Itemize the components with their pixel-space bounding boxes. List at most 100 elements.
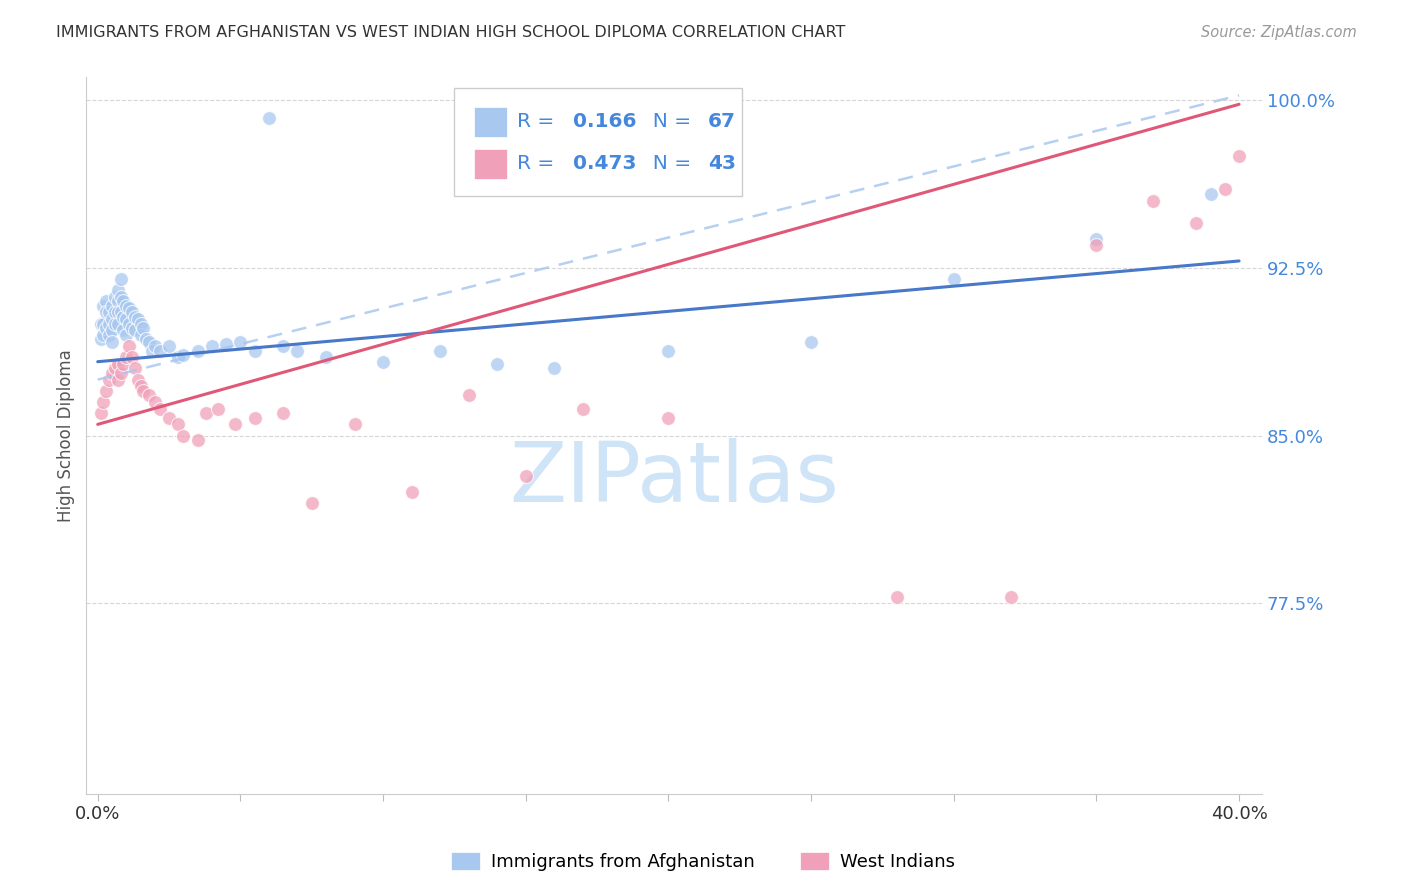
Bar (474, 107, 508, 136)
Point (195, 406, 218, 420)
Point (800, 334, 823, 349)
Text: 67: 67 (709, 112, 737, 131)
Point (243, 410, 266, 425)
FancyBboxPatch shape (454, 88, 742, 195)
Point (129, 317, 152, 331)
Point (187, 343, 209, 358)
Text: 43: 43 (709, 154, 737, 173)
Point (886, 590, 908, 604)
Point (201, 339, 224, 353)
Point (207, 401, 229, 416)
Point (93, 327, 115, 342)
Point (98, 317, 121, 331)
Point (401, 484, 423, 499)
Point (124, 310, 146, 324)
Point (429, 343, 451, 358)
Point (657, 343, 679, 358)
Point (1199, 186, 1222, 201)
Point (343, 417, 366, 432)
Text: 0.166: 0.166 (574, 112, 637, 131)
Point (90, 317, 112, 331)
Point (110, 272, 132, 286)
Point (132, 321, 155, 335)
Point (115, 327, 138, 342)
Point (257, 111, 280, 125)
Point (93, 395, 115, 409)
Point (90, 332, 112, 346)
Point (118, 301, 141, 315)
Point (129, 379, 152, 393)
Point (107, 317, 129, 331)
Point (112, 357, 135, 371)
Point (127, 373, 149, 387)
Point (93, 299, 115, 313)
Point (143, 339, 166, 353)
Point (98, 373, 121, 387)
Point (301, 496, 323, 510)
Point (104, 317, 127, 331)
Point (215, 336, 238, 351)
Point (271, 339, 294, 353)
Point (115, 312, 138, 326)
Point (96, 384, 118, 398)
Point (107, 305, 129, 319)
Point (112, 310, 135, 324)
Point (371, 354, 394, 368)
Point (1142, 194, 1164, 208)
Point (138, 334, 160, 349)
Point (1213, 182, 1236, 196)
Point (107, 357, 129, 371)
Point (172, 428, 194, 442)
Text: IMMIGRANTS FROM AFGHANISTAN VS WEST INDIAN HIGH SCHOOL DIPLOMA CORRELATION CHART: IMMIGRANTS FROM AFGHANISTAN VS WEST INDI… (56, 25, 845, 40)
Point (129, 327, 152, 342)
Point (101, 366, 124, 380)
Point (93, 317, 115, 331)
Text: 0.473: 0.473 (574, 154, 637, 173)
Point (1085, 231, 1108, 245)
Point (1185, 216, 1208, 230)
Point (110, 366, 132, 380)
Point (243, 343, 266, 358)
Point (118, 317, 141, 331)
Legend: Immigrants from Afghanistan, West Indians: Immigrants from Afghanistan, West Indian… (444, 846, 962, 879)
Point (96, 321, 118, 335)
Point (101, 312, 124, 326)
Point (1085, 238, 1108, 252)
Point (172, 348, 194, 362)
Point (101, 334, 124, 349)
Point (121, 321, 143, 335)
Point (141, 343, 163, 358)
Point (149, 401, 172, 416)
Point (166, 350, 188, 364)
Point (110, 290, 132, 304)
Point (96, 294, 118, 309)
Point (124, 361, 146, 376)
Point (124, 323, 146, 337)
Text: R =: R = (516, 112, 560, 131)
Point (107, 283, 129, 297)
Point (157, 410, 180, 425)
Text: N =: N = (640, 112, 697, 131)
Point (543, 361, 565, 376)
Point (110, 305, 132, 319)
Point (315, 350, 337, 364)
Point (104, 290, 127, 304)
Point (166, 417, 188, 432)
Point (457, 388, 479, 402)
Point (187, 433, 209, 447)
Point (101, 323, 124, 337)
Point (149, 343, 172, 358)
Point (287, 343, 309, 358)
Point (101, 299, 124, 313)
Point (135, 332, 157, 346)
Point (90, 406, 112, 420)
Point (112, 294, 135, 309)
Text: N =: N = (640, 154, 697, 173)
Point (127, 312, 149, 326)
Point (98, 305, 121, 319)
Point (942, 272, 965, 286)
Point (104, 361, 127, 376)
Bar (474, 149, 508, 179)
Y-axis label: High School Diploma: High School Diploma (58, 349, 75, 522)
Point (229, 334, 252, 349)
